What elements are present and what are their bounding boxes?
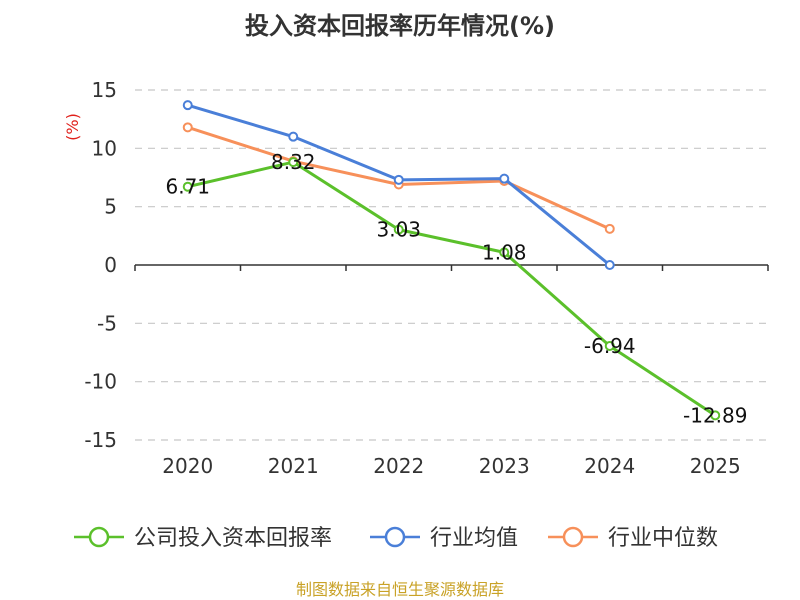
x-tick-2020: 2020 bbox=[162, 454, 213, 478]
legend-label-1: 行业均值 bbox=[430, 526, 518, 551]
data-label-2025: -12.89 bbox=[683, 403, 747, 427]
source-note: 制图数据来自恒生聚源数据库 bbox=[296, 580, 504, 599]
y-tick-15: 15 bbox=[92, 78, 117, 102]
series-0-point-2022 bbox=[393, 224, 404, 235]
data-label-2023: 1.08 bbox=[482, 240, 527, 264]
x-tick-2021: 2021 bbox=[268, 454, 319, 478]
y-tick-labels: 15 10 5 0 -5 -10 -15 bbox=[84, 78, 117, 452]
y-axis-label: (%) bbox=[63, 113, 82, 141]
y-tick-0: 0 bbox=[104, 253, 117, 277]
y-tick--15: -15 bbox=[84, 428, 117, 452]
grid-lines bbox=[135, 89, 768, 441]
series-line-0 bbox=[187, 160, 717, 417]
legend: 公司投入资本回报率 行业均值 行业中位数 bbox=[74, 526, 718, 551]
x-tick-2024: 2024 bbox=[584, 454, 635, 478]
chart-title: 投入资本回报率历年情况(%) bbox=[245, 12, 555, 40]
series-1-point-2023 bbox=[499, 173, 510, 184]
y-tick--5: -5 bbox=[97, 311, 117, 335]
data-label-2021: 8.32 bbox=[271, 150, 316, 174]
data-label-2022: 3.03 bbox=[376, 218, 421, 242]
y-tick-10: 10 bbox=[92, 136, 117, 160]
x-tick-2025: 2025 bbox=[690, 454, 741, 478]
y-tick-5: 5 bbox=[104, 195, 117, 219]
legend-marker-2 bbox=[562, 526, 584, 548]
series-2-point-2020 bbox=[182, 122, 193, 133]
x-tick-2023: 2023 bbox=[479, 454, 530, 478]
x-axis bbox=[134, 264, 769, 271]
data-label-2024: -6.94 bbox=[584, 334, 636, 358]
series-1-point-2021 bbox=[288, 131, 299, 142]
series-1-point-2024 bbox=[604, 260, 615, 270]
series-0-point-2025 bbox=[710, 410, 721, 421]
legend-label-2: 行业中位数 bbox=[608, 526, 718, 551]
x-tick-2022: 2022 bbox=[373, 454, 424, 478]
series-0-point-2023 bbox=[499, 247, 510, 258]
x-tick-labels: 2020 2021 2022 2023 2024 2025 bbox=[162, 454, 740, 478]
y-tick--10: -10 bbox=[84, 370, 117, 394]
series-1-point-2020 bbox=[182, 100, 193, 111]
series-2-point-2024 bbox=[604, 223, 615, 234]
series-0-point-2024 bbox=[604, 340, 615, 351]
legend-marker-1 bbox=[384, 526, 406, 548]
series-lines bbox=[182, 100, 721, 421]
legend-marker-0 bbox=[88, 526, 110, 548]
data-labels: 6.71 8.32 3.03 1.08 -6.94 -12.89 bbox=[165, 150, 747, 427]
legend-label-0: 公司投入资本回报率 bbox=[134, 526, 332, 551]
data-label-2020: 6.71 bbox=[165, 175, 210, 199]
series-1-point-2022 bbox=[393, 174, 404, 185]
series-0-point-2020 bbox=[182, 181, 193, 192]
series-0-point-2021 bbox=[288, 157, 299, 168]
